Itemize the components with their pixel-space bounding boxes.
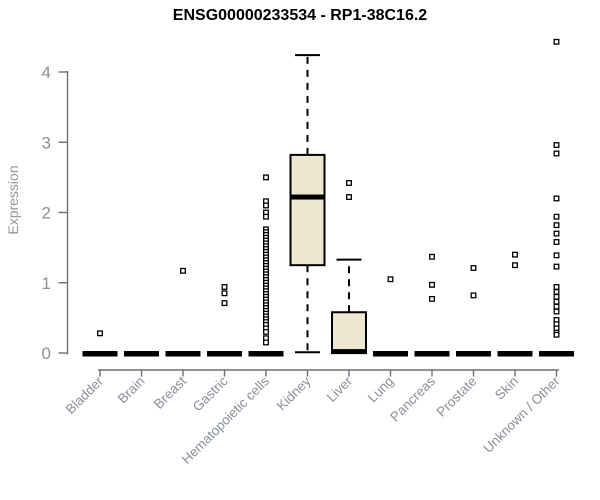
outlier-point — [553, 222, 560, 229]
y-tick-label-4: 4 — [42, 63, 51, 82]
outlier-point — [97, 330, 103, 337]
chart-title: ENSG00000233534 - RP1-38C16.2 — [172, 7, 428, 24]
y-axis: 0 1 2 3 4 — [42, 63, 69, 363]
outlier-point — [263, 213, 269, 220]
zero-median-bar — [82, 351, 118, 357]
outlier-point — [512, 251, 518, 258]
iqr-box — [331, 311, 367, 355]
outlier-point — [553, 263, 560, 270]
boxplot-brain — [124, 351, 159, 357]
outlier-point — [263, 339, 269, 346]
outlier-point — [553, 213, 560, 220]
outlier-point — [346, 194, 352, 200]
outlier-point — [221, 300, 228, 307]
outlier-point — [429, 281, 435, 288]
outlier-point — [221, 284, 228, 290]
outlier-point — [553, 293, 560, 300]
x-tick-label-gastric: Gastric — [190, 373, 231, 414]
outlier-point — [553, 288, 560, 295]
x-tick-label-skin: Skin — [492, 374, 521, 403]
x-axis: Bladder Brain Breast Gastric Hematopoiet… — [63, 369, 563, 467]
outlier-point — [512, 262, 518, 269]
zero-median-bar — [165, 351, 201, 357]
outlier-point — [553, 38, 560, 45]
x-tick-label-kidney: Kidney — [274, 373, 314, 413]
outlier-point — [263, 328, 269, 335]
boxplot-unknown-other — [539, 38, 574, 357]
y-tick-label-0: 0 — [42, 344, 51, 363]
outlier-point — [429, 295, 435, 302]
median-line — [332, 349, 366, 355]
boxplot-bladder — [82, 330, 118, 357]
outlier-point — [553, 150, 560, 157]
x-tick-label-bladder: Bladder — [63, 373, 107, 417]
zero-median-bar — [456, 351, 491, 357]
x-tick-label-unknown-other: Unknown / Other — [480, 373, 563, 456]
boxplot-pancreas — [414, 253, 450, 357]
boxplot-breast — [165, 267, 201, 357]
iqr-box — [289, 153, 326, 267]
y-tick-label-2: 2 — [42, 204, 51, 223]
outlier-point — [387, 276, 394, 283]
outlier-point — [553, 331, 560, 338]
median-line — [290, 194, 325, 200]
outlier-point — [553, 142, 560, 149]
zero-median-bar — [539, 351, 574, 357]
boxplot-kidney — [289, 54, 326, 354]
outlier-point — [180, 267, 186, 274]
boxplot-gastric — [207, 284, 242, 357]
x-tick-label-breast: Breast — [151, 373, 189, 411]
boxplot-hematopoietic-cells — [248, 174, 284, 357]
outlier-point — [553, 195, 560, 202]
x-tick-label-pancreas: Pancreas — [387, 373, 438, 424]
x-tick-label-lung: Lung — [365, 374, 397, 406]
plot-marks — [82, 38, 574, 357]
boxplot-lung — [373, 276, 408, 357]
x-tick-label-prostate: Prostate — [433, 374, 479, 420]
outlier-point — [221, 290, 228, 297]
outlier-point — [553, 284, 560, 290]
outlier-point — [263, 174, 269, 181]
zero-median-bar — [497, 351, 533, 357]
outlier-point — [553, 239, 560, 245]
x-tick-label-liver: Liver — [324, 373, 356, 405]
outlier-point — [553, 303, 560, 310]
outlier-point — [263, 202, 269, 209]
zero-median-bar — [124, 351, 159, 357]
zero-median-bar — [373, 351, 408, 357]
y-tick-label-1: 1 — [42, 274, 51, 293]
y-tick-label-3: 3 — [42, 133, 51, 152]
outlier-point — [470, 292, 477, 299]
outlier-point — [429, 253, 435, 260]
boxplot-skin — [497, 251, 533, 357]
outlier-point — [553, 252, 560, 259]
boxplot-prostate — [456, 265, 491, 357]
zero-median-bar — [414, 351, 450, 357]
x-tick-label-brain: Brain — [115, 374, 148, 407]
zero-median-bar — [248, 351, 284, 357]
boxplot-liver — [331, 180, 367, 355]
outlier-point — [553, 230, 560, 237]
outlier-point — [346, 180, 352, 186]
outlier-point — [470, 265, 477, 271]
outlier-point — [553, 298, 560, 305]
zero-median-bar — [207, 351, 242, 357]
outlier-point — [553, 308, 560, 315]
